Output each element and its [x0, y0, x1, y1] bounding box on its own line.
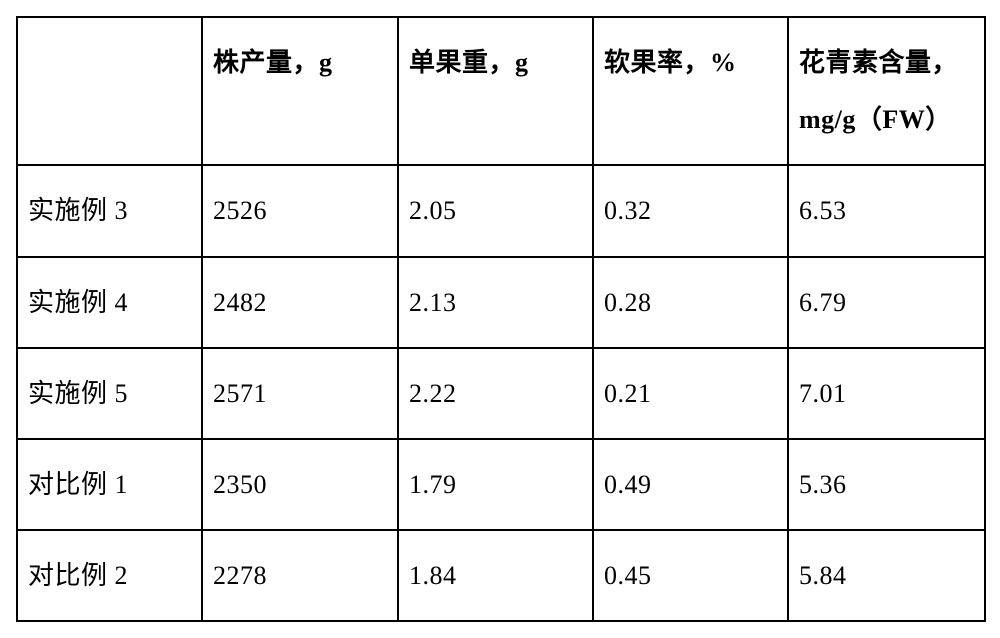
cell-fruit-weight: 2.22	[409, 379, 457, 408]
cell-anthocyanin: 6.53	[799, 196, 847, 225]
cell-anthocyanin: 5.84	[799, 561, 847, 590]
row-label: 实施例 4	[28, 288, 128, 317]
table-row: 对比例 2 2278 1.84 0.45 5.84	[17, 530, 985, 621]
cell-soft-rate: 0.32	[604, 196, 652, 225]
col-header-anthocyanin-line1: 花青素含量，	[799, 48, 958, 77]
cell-anthocyanin: 5.36	[799, 470, 847, 499]
col-header-fruit-weight: 单果重，g	[398, 17, 593, 165]
table-header-row: 株产量，g 单果重，g 软果率，% 花青素含量， mg/g（FW）	[17, 17, 985, 165]
col-header-soft-rate-text: 软果率，%	[604, 48, 737, 77]
col-header-anthocyanin-line2: mg/g（FW）	[799, 105, 952, 134]
row-label: 实施例 3	[28, 196, 128, 225]
row-label: 对比例 1	[28, 470, 128, 499]
col-header-anthocyanin: 花青素含量， mg/g（FW）	[788, 17, 985, 165]
col-header-yield-text: 株产量，g	[213, 48, 333, 77]
col-header-soft-rate: 软果率，%	[593, 17, 788, 165]
cell-anthocyanin: 7.01	[799, 379, 847, 408]
cell-fruit-weight: 1.84	[409, 561, 457, 590]
cell-fruit-weight: 1.79	[409, 470, 457, 499]
cell-soft-rate: 0.28	[604, 288, 652, 317]
table-row: 实施例 4 2482 2.13 0.28 6.79	[17, 257, 985, 348]
cell-soft-rate: 0.49	[604, 470, 652, 499]
table-row: 对比例 1 2350 1.79 0.49 5.36	[17, 439, 985, 530]
cell-fruit-weight: 2.05	[409, 196, 457, 225]
cell-soft-rate: 0.21	[604, 379, 652, 408]
col-header-yield: 株产量，g	[202, 17, 398, 165]
data-table: 株产量，g 单果重，g 软果率，% 花青素含量， mg/g（FW）	[16, 16, 986, 622]
table-row: 实施例 5 2571 2.22 0.21 7.01	[17, 348, 985, 439]
table-row: 实施例 3 2526 2.05 0.32 6.53	[17, 165, 985, 256]
cell-yield: 2278	[213, 561, 267, 590]
cell-anthocyanin: 6.79	[799, 288, 847, 317]
cell-yield: 2350	[213, 470, 267, 499]
row-label: 对比例 2	[28, 561, 128, 590]
cell-yield: 2482	[213, 288, 267, 317]
col-header-fruit-weight-text: 单果重，g	[409, 48, 529, 77]
cell-fruit-weight: 2.13	[409, 288, 457, 317]
col-header-rowlabel	[17, 17, 202, 165]
row-label: 实施例 5	[28, 379, 128, 408]
cell-yield: 2526	[213, 196, 267, 225]
cell-yield: 2571	[213, 379, 267, 408]
cell-soft-rate: 0.45	[604, 561, 652, 590]
